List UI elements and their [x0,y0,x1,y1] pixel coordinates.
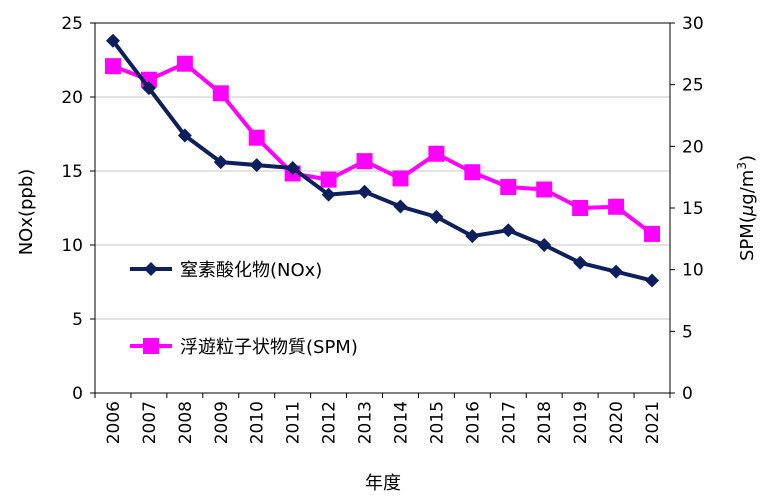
nox-data-point [645,273,660,288]
spm-data-point [608,198,625,215]
x-tick-label: 2019 [571,401,591,444]
spm-data-point [536,181,553,198]
x-tick-label: 2017 [499,401,519,444]
x-tick-label: 2014 [391,401,411,444]
right-tick-label: 25 [682,76,704,96]
series-spm [104,55,661,242]
y-axis-right-suffix: ) [737,155,758,162]
spm-data-point [248,129,265,146]
spm-data-point [104,58,121,75]
series-line-spm [112,61,654,236]
legend-nox-label: 窒素酸化物(NOx) [180,260,322,281]
nox-data-point [285,161,300,176]
nox-data-point [141,81,156,96]
x-tick-label: 2016 [463,401,483,444]
y-axis-left-title: NOx(ppb) [16,169,37,256]
left-tick-label: 15 [61,162,83,182]
series-line-nox [111,39,653,283]
x-tick-label: 2013 [356,401,376,444]
legend-entry-nox: 窒素酸化物(NOx) [130,260,322,281]
series-layer [104,33,661,288]
x-tick-label: 2018 [535,401,555,444]
x-tick-label: 2011 [284,401,304,444]
left-tick-label: 5 [72,310,83,330]
spm-data-point [572,200,589,216]
nox-data-point [429,209,444,224]
nox-data-point [249,158,264,173]
right-tick-label: 20 [682,137,704,157]
left-tick-label: 10 [61,236,83,256]
nox-data-point [177,128,192,143]
legend-nox-diamond-marker [144,262,158,276]
spm-data-point [464,164,481,181]
nox-data-point [537,238,552,252]
spm-data-point [392,170,409,187]
right-tick-label: 10 [682,261,704,281]
nox-data-point [609,264,624,279]
right-tick-label: 5 [682,322,693,342]
nox-data-point [321,187,336,202]
x-tick-label: 2020 [607,401,627,444]
right-tick-label: 30 [682,14,704,34]
y-axis-right-mu: μ [737,205,758,217]
left-tick-label: 20 [61,88,83,108]
spm-data-point [644,225,661,242]
left-tick-label: 25 [61,14,83,34]
nox-data-point [501,223,516,238]
legend: 窒素酸化物(NOx) 浮遊粒子状物質(SPM) [130,260,358,358]
spm-data-point [176,55,193,72]
y-axis-right-title: SPM(μg/m3) [735,155,758,261]
nox-data-point [573,255,588,270]
nox-data-point [213,155,228,170]
y-axis-right-exponent: 3 [735,162,749,170]
x-tick-label: 2009 [212,401,232,444]
left-axis-ticks: 0 5 10 15 20 25 [61,14,95,404]
x-tick-label: 2015 [427,401,447,444]
nox-data-point [357,184,372,199]
left-tick-label: 0 [72,384,83,404]
spm-data-point [320,171,337,188]
x-tick-label: 2021 [643,401,663,444]
x-axis-title: 年度 [365,473,401,494]
legend-spm-square-marker [143,338,159,354]
nox-data-point [465,229,480,244]
series-nox [105,33,660,288]
x-tick-label: 2006 [104,401,124,444]
right-tick-label: 0 [682,384,693,404]
legend-entry-spm: 浮遊粒子状物質(SPM) [130,337,358,358]
x-tick-label: 2010 [248,401,268,444]
spm-data-point [212,85,229,102]
spm-data-point [356,153,373,170]
nox-data-point [105,33,120,48]
y-axis-right-prefix: SPM( [737,216,758,261]
y-axis-right-unit: g/m [737,170,758,205]
x-tick-label: 2008 [176,401,196,444]
right-axis-ticks: 0 5 10 15 20 25 30 [670,14,704,404]
plot-frame [94,22,671,394]
x-tick-label: 2012 [320,401,340,444]
spm-data-point [428,145,445,162]
x-axis-ticks: 2006 2007 2008 2009 2010 2011 2012 2013 2014 2015… [94,393,671,444]
nox-data-point [393,199,408,214]
right-tick-label: 15 [682,199,704,219]
legend-spm-label: 浮遊粒子状物質(SPM) [180,337,358,358]
spm-data-point [500,179,517,196]
x-tick-label: 2007 [140,401,160,444]
